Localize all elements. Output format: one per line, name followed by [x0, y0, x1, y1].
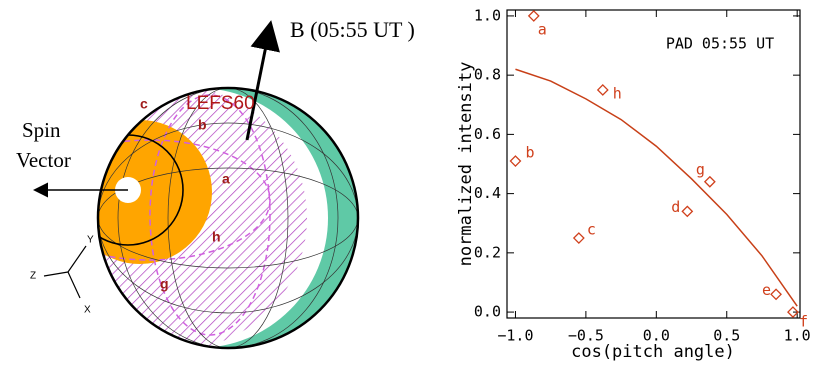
data-point — [703, 175, 716, 188]
point-label: f — [799, 313, 808, 331]
sphere-diagram: B (05:55 UT ) LEFS60 Spin Vector c b a h… — [16, 17, 415, 350]
detector-label: LEFS60 — [186, 93, 255, 114]
data-point — [527, 10, 540, 22]
meridian — [167, 88, 289, 348]
data-point — [596, 84, 609, 96]
y-tick-label: 0.8 — [474, 66, 501, 84]
x-tick-label: −1.0 — [497, 327, 533, 345]
y-axis-label: normalized intensity — [456, 62, 476, 267]
b-label: B (05:55 UT ) — [290, 17, 415, 42]
region-label: h — [212, 229, 221, 245]
x-tick-label: 0.5 — [713, 327, 740, 345]
dashed-contour — [149, 94, 271, 336]
axis-triad — [67, 245, 87, 273]
x-tick-label: 1.0 — [784, 327, 811, 345]
spin-label: Vector — [16, 148, 71, 172]
meridian — [117, 88, 339, 348]
data-point — [787, 306, 799, 318]
point-label: b — [525, 144, 534, 162]
pad-plot: PAD 05:55 UT cos(pitch angle) normalized… — [456, 6, 811, 362]
annotation: PAD 05:55 UT — [666, 35, 774, 53]
fit-line — [515, 68, 798, 307]
point-label: a — [538, 20, 547, 38]
region-label: g — [160, 276, 169, 292]
y-tick-label: 0.6 — [474, 125, 501, 143]
axis-label: Z — [30, 271, 36, 282]
data-point — [572, 232, 585, 244]
axis-label: X — [84, 305, 91, 316]
y-tick-label: 1.0 — [474, 6, 501, 24]
data-point — [509, 155, 522, 167]
spin-label: Spin — [22, 118, 61, 142]
y-tick-label: 0.0 — [474, 303, 501, 321]
parallel — [98, 167, 358, 269]
data-point — [681, 205, 694, 218]
parallel — [98, 122, 358, 314]
sphere-outline — [96, 86, 360, 350]
point-label: e — [762, 281, 771, 299]
axis-label: Y — [87, 235, 94, 246]
axis-triad — [43, 271, 69, 277]
point-label: g — [696, 160, 705, 178]
plot-frame — [506, 9, 801, 319]
point-label: c — [587, 221, 596, 239]
data-point — [770, 288, 782, 301]
x-tick-label: 0.0 — [643, 327, 670, 345]
point-label: d — [671, 198, 680, 216]
axis-triad — [67, 271, 81, 299]
y-tick-label: 0.2 — [474, 243, 501, 261]
x-axis-label: cos(pitch angle) — [571, 342, 735, 362]
y-tick-label: 0.4 — [474, 184, 501, 202]
x-tick-label: −0.5 — [568, 327, 604, 345]
b-arrow — [245, 20, 280, 141]
region-label: c — [140, 96, 148, 112]
region-label: b — [198, 117, 207, 133]
region-label: a — [222, 171, 230, 187]
point-label: h — [613, 84, 622, 102]
